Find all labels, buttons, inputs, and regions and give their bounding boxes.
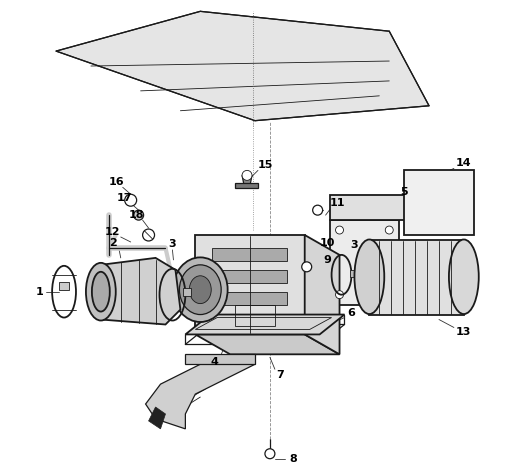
Circle shape	[313, 205, 322, 215]
Circle shape	[265, 449, 275, 459]
Polygon shape	[195, 235, 305, 334]
Bar	[235, 304, 275, 326]
Polygon shape	[330, 195, 414, 220]
Text: 12: 12	[105, 227, 121, 237]
Polygon shape	[56, 11, 429, 121]
Text: 2: 2	[109, 238, 117, 248]
Bar	[350, 270, 358, 277]
Circle shape	[134, 210, 143, 220]
Text: 9: 9	[323, 255, 332, 265]
Text: 16: 16	[109, 177, 125, 187]
Text: 15: 15	[257, 161, 273, 171]
Text: 10: 10	[320, 238, 335, 248]
Text: 14: 14	[456, 159, 472, 169]
Text: 11: 11	[330, 198, 345, 208]
Polygon shape	[101, 258, 180, 324]
Text: 18: 18	[129, 210, 144, 220]
Text: 4: 4	[210, 357, 218, 367]
Bar	[404, 171, 474, 235]
Polygon shape	[149, 407, 165, 429]
Bar	[59, 282, 69, 290]
Bar	[370, 240, 464, 314]
Polygon shape	[146, 354, 255, 429]
Text: 3: 3	[169, 239, 176, 249]
Bar	[184, 288, 191, 295]
Polygon shape	[305, 235, 340, 354]
Circle shape	[142, 229, 155, 241]
Ellipse shape	[86, 263, 116, 321]
Text: 17: 17	[117, 193, 132, 203]
Circle shape	[242, 171, 252, 180]
Bar	[212, 248, 287, 261]
Ellipse shape	[354, 239, 384, 314]
Text: 1: 1	[35, 287, 43, 297]
Ellipse shape	[179, 265, 221, 314]
Polygon shape	[242, 175, 252, 185]
Ellipse shape	[449, 239, 479, 314]
Polygon shape	[186, 314, 344, 334]
Polygon shape	[186, 354, 255, 364]
Circle shape	[336, 291, 344, 299]
Text: 5: 5	[401, 187, 408, 197]
Circle shape	[385, 291, 393, 299]
Polygon shape	[195, 334, 340, 354]
Text: 13: 13	[456, 327, 472, 337]
Circle shape	[302, 262, 312, 272]
Circle shape	[385, 226, 393, 234]
Circle shape	[125, 194, 137, 206]
Circle shape	[336, 226, 344, 234]
Bar	[212, 270, 287, 283]
Polygon shape	[235, 183, 258, 188]
Text: 6: 6	[347, 307, 355, 318]
Text: 8: 8	[289, 454, 297, 464]
Ellipse shape	[189, 276, 211, 304]
Text: 3: 3	[351, 240, 358, 250]
Text: 7: 7	[276, 370, 284, 380]
Bar	[212, 292, 287, 304]
Polygon shape	[330, 220, 399, 304]
Ellipse shape	[173, 257, 228, 322]
Ellipse shape	[92, 272, 110, 312]
